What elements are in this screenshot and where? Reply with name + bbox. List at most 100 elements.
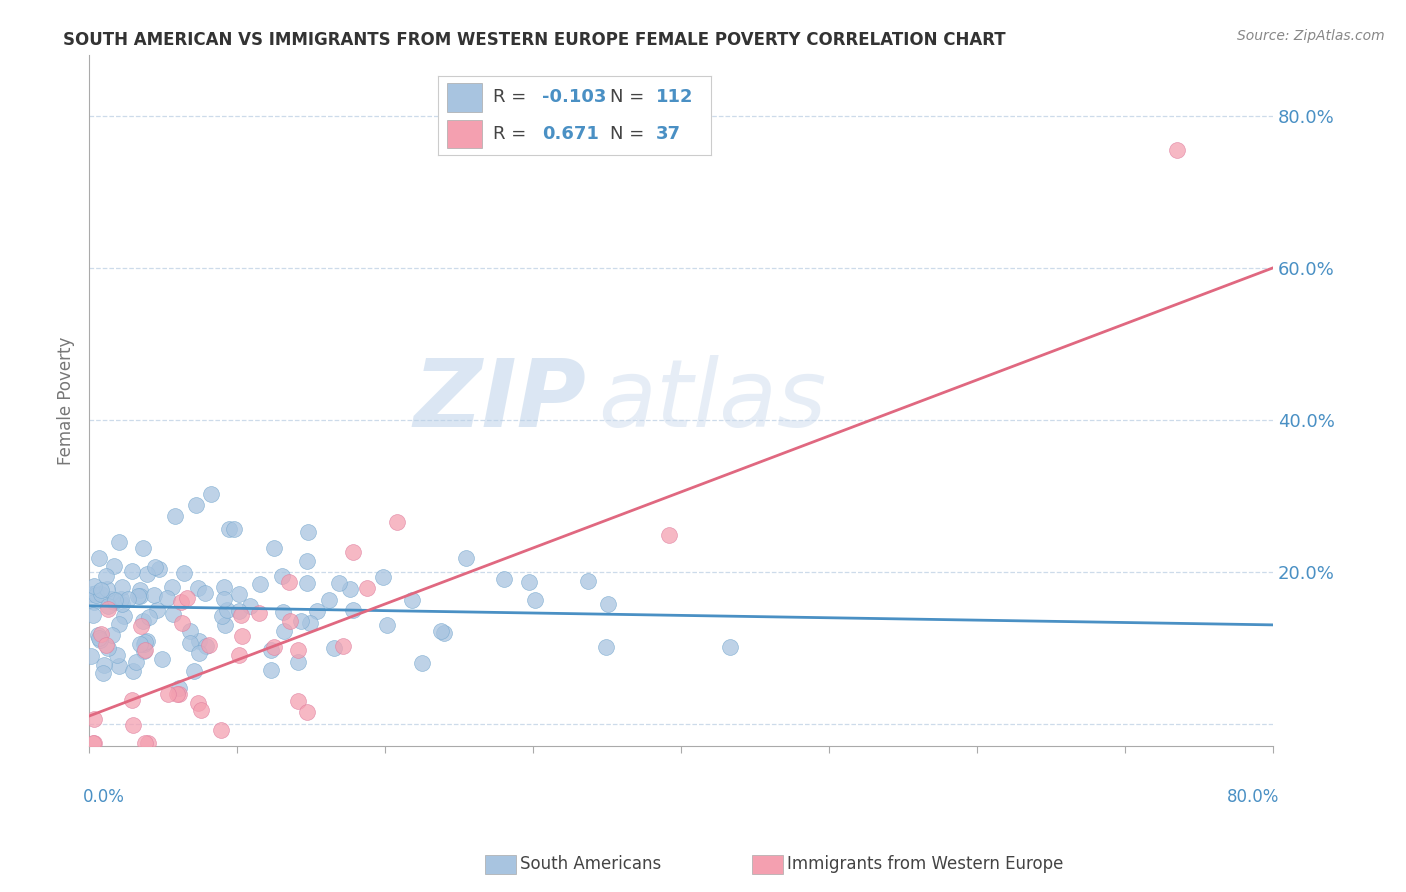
Text: Immigrants from Western Europe: Immigrants from Western Europe	[787, 855, 1064, 873]
Point	[108, 534, 131, 549]
Text: -0.103: -0.103	[541, 88, 606, 106]
Bar	[447, 83, 482, 112]
Point	[150, 652, 173, 666]
Point	[156, 591, 179, 606]
Point	[356, 581, 378, 595]
Point	[249, 577, 271, 591]
Point	[576, 574, 599, 589]
Point	[305, 604, 328, 618]
Point	[322, 641, 344, 656]
Point	[129, 619, 152, 633]
Text: 0.0%: 0.0%	[83, 788, 125, 805]
Point	[167, 681, 190, 695]
Point	[170, 595, 193, 609]
Point	[87, 631, 110, 645]
Point	[517, 574, 540, 589]
Point	[100, 592, 122, 607]
Point	[83, 595, 105, 609]
Point	[94, 569, 117, 583]
Point	[103, 558, 125, 573]
Point	[166, 687, 188, 701]
Point	[87, 551, 110, 566]
Y-axis label: Female Poverty: Female Poverty	[58, 336, 75, 465]
Point	[90, 627, 112, 641]
Point	[121, 564, 143, 578]
Point	[228, 648, 250, 662]
Point	[430, 624, 453, 638]
Point	[1166, 143, 1188, 157]
Text: atlas: atlas	[598, 355, 827, 446]
Point	[97, 640, 120, 655]
Point	[596, 597, 619, 611]
Point	[212, 591, 235, 606]
Point	[260, 642, 283, 657]
Point	[136, 634, 159, 648]
Point	[167, 687, 190, 701]
Point	[134, 736, 156, 750]
Point	[173, 566, 195, 580]
Point	[148, 562, 170, 576]
Point	[145, 603, 167, 617]
Point	[112, 609, 135, 624]
Point	[277, 575, 299, 590]
Point	[239, 599, 262, 613]
Text: 112: 112	[657, 88, 693, 106]
Point	[298, 616, 321, 631]
Point	[231, 608, 253, 623]
Point	[127, 589, 149, 603]
Point	[97, 599, 120, 613]
Text: 80.0%: 80.0%	[1226, 788, 1279, 805]
Point	[211, 609, 233, 624]
Point	[222, 522, 245, 536]
Point	[297, 524, 319, 539]
Point	[134, 635, 156, 649]
Point	[104, 593, 127, 607]
Point	[125, 655, 148, 669]
Point	[218, 523, 240, 537]
Point	[339, 582, 361, 596]
Point	[143, 559, 166, 574]
Point	[84, 588, 107, 602]
Point	[83, 579, 105, 593]
Point	[287, 694, 309, 708]
Point	[373, 569, 395, 583]
Point	[89, 633, 111, 648]
Point	[385, 516, 408, 530]
Text: R =: R =	[492, 125, 531, 143]
Point	[176, 591, 198, 606]
Text: 0.671: 0.671	[541, 125, 599, 143]
Point	[231, 629, 253, 643]
Point	[117, 592, 139, 607]
Point	[195, 640, 218, 654]
Point	[198, 638, 221, 652]
Point	[132, 541, 155, 556]
Point	[190, 703, 212, 717]
Point	[138, 610, 160, 624]
Point	[83, 711, 105, 725]
Point	[263, 541, 285, 556]
Point	[214, 617, 236, 632]
Point	[83, 736, 105, 750]
Point	[107, 658, 129, 673]
Text: ZIP: ZIP	[413, 355, 586, 447]
Point	[134, 644, 156, 658]
Point	[332, 639, 354, 653]
Point	[93, 657, 115, 672]
Point	[342, 545, 364, 559]
Point	[134, 642, 156, 657]
Point	[134, 637, 156, 651]
Point	[187, 696, 209, 710]
Point	[87, 628, 110, 642]
Point	[342, 603, 364, 617]
Point	[228, 587, 250, 601]
Point	[187, 581, 209, 595]
Point	[179, 624, 201, 639]
Point	[318, 593, 340, 607]
Point	[84, 586, 107, 600]
Point	[200, 487, 222, 501]
Bar	[447, 120, 482, 148]
Point	[108, 617, 131, 632]
Point	[658, 528, 681, 542]
Point	[295, 576, 318, 591]
Point	[105, 648, 128, 663]
